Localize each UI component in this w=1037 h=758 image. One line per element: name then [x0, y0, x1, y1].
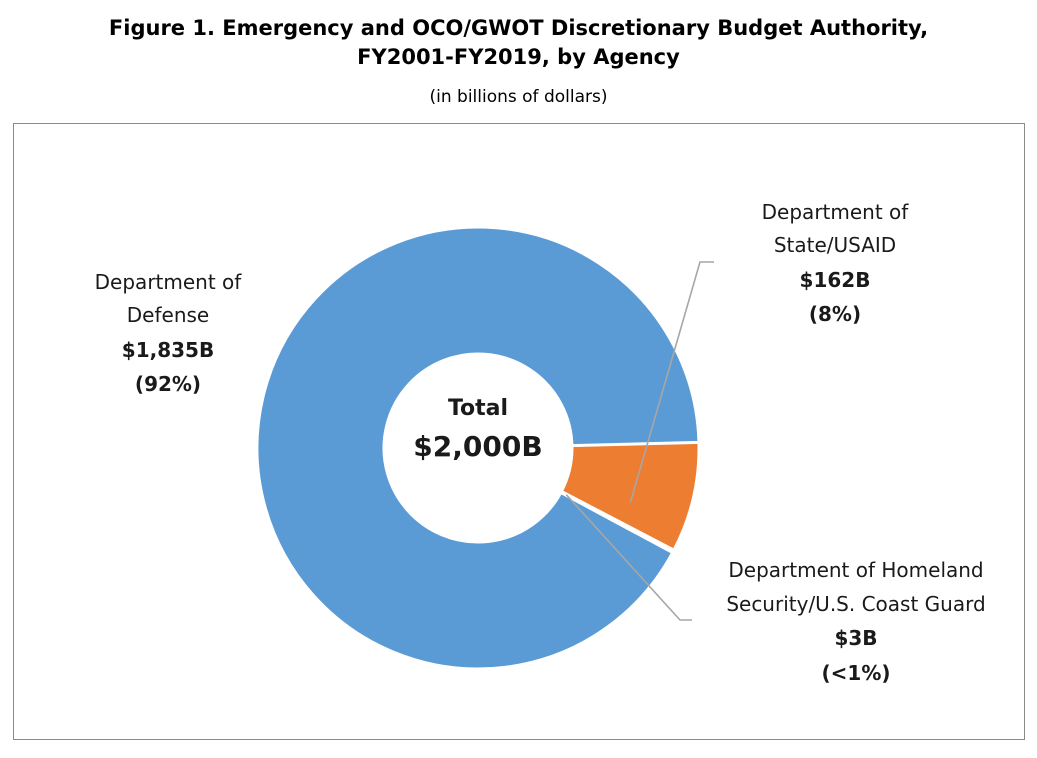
slice-label-homeland-name-1: Department of Homeland [728, 558, 983, 582]
slice-label-defense-name-1: Department of [95, 270, 243, 294]
chart-subtitle: (in billions of dollars) [429, 87, 608, 107]
slice-label-state-name-1: Department of [762, 200, 910, 224]
slice-label-defense-value: $1,835B [122, 338, 214, 362]
leader-line-homeland [565, 494, 692, 621]
chart-title-line-1: Figure 1. Emergency and OCO/GWOT Discret… [108, 16, 929, 40]
slice-label-homeland-name-2: Security/U.S. Coast Guard [726, 592, 985, 616]
slice-label-defense-pct: (92%) [135, 372, 201, 396]
slice-label-defense-name-2: Defense [127, 303, 209, 327]
slice-label-homeland-pct: (<1%) [822, 661, 891, 685]
leader-line-state [629, 261, 714, 503]
center-total-label: Total [448, 396, 508, 421]
chart-frame [13, 123, 1025, 740]
slice-label-state-value: $162B [800, 268, 871, 292]
slice-label-state-pct: (8%) [809, 302, 861, 326]
slice-label-state-name-2: State/USAID [774, 233, 896, 257]
chart-title-line-2: FY2001-FY2019, by Agency [357, 45, 680, 69]
center-total-value: $2,000B [413, 430, 542, 463]
slice-label-homeland-value: $3B [834, 626, 877, 650]
slice-defense [255, 225, 701, 671]
